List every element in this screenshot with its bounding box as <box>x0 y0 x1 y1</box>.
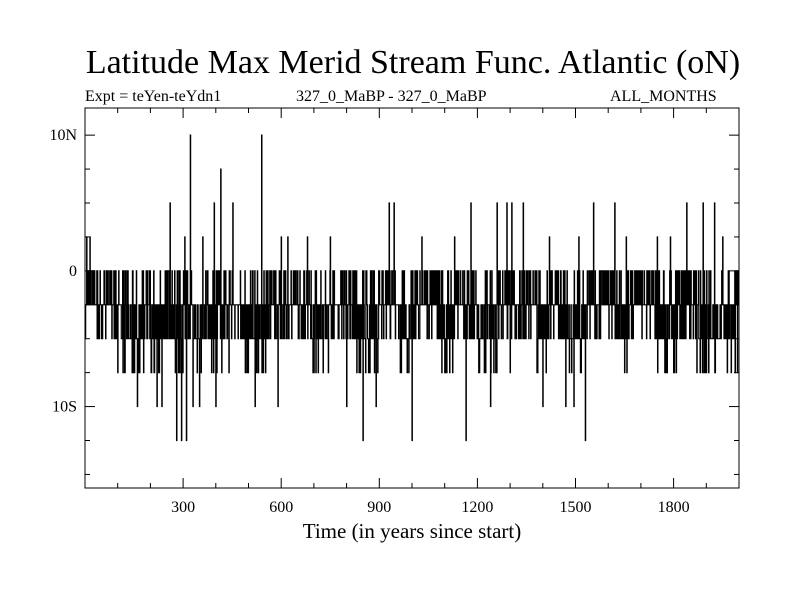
period-label: 327_0_MaBP - 327_0_MaBP <box>296 88 487 105</box>
y-tick-label: 0 <box>69 263 77 280</box>
tick-labels: 300 600 900 1200 1500 1800 10N 0 10S <box>49 127 689 516</box>
x-tick-label: 1200 <box>461 499 493 516</box>
season-label: ALL_MONTHS <box>610 88 717 105</box>
x-tick-label: 600 <box>269 499 293 516</box>
axis-ticks <box>85 108 739 488</box>
x-tick-label: 1800 <box>658 499 690 516</box>
experiment-label: Expt = teYen-teYdn1 <box>85 88 222 105</box>
chart-title: Latitude Max Merid Stream Func. Atlantic… <box>85 44 741 81</box>
y-tick-label: 10S <box>52 399 77 416</box>
data-series <box>84 134 739 442</box>
y-tick-label: 10N <box>49 127 77 144</box>
x-axis-label: Time (in years since start) <box>303 519 522 543</box>
x-tick-label: 900 <box>367 499 391 516</box>
x-tick-label: 300 <box>171 499 195 516</box>
x-tick-label: 1500 <box>560 499 592 516</box>
series-line <box>84 134 739 442</box>
